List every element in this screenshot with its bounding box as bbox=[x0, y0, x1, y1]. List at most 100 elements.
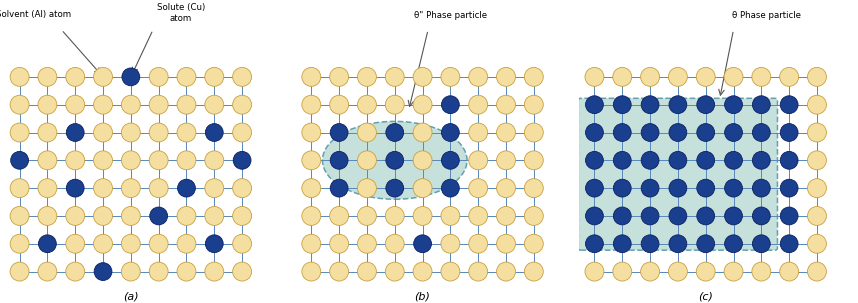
Circle shape bbox=[177, 234, 196, 253]
Circle shape bbox=[807, 123, 826, 142]
Circle shape bbox=[302, 151, 321, 170]
Circle shape bbox=[385, 262, 404, 281]
Circle shape bbox=[524, 262, 543, 281]
Circle shape bbox=[641, 179, 659, 197]
Circle shape bbox=[724, 68, 743, 86]
Circle shape bbox=[177, 206, 196, 225]
Circle shape bbox=[613, 124, 631, 142]
Circle shape bbox=[524, 151, 543, 170]
Circle shape bbox=[177, 151, 196, 170]
Circle shape bbox=[358, 234, 377, 253]
Circle shape bbox=[697, 207, 715, 225]
Circle shape bbox=[233, 95, 251, 114]
Circle shape bbox=[669, 235, 686, 253]
Circle shape bbox=[330, 152, 348, 169]
Circle shape bbox=[329, 234, 348, 253]
Circle shape bbox=[585, 124, 603, 142]
Circle shape bbox=[780, 207, 798, 225]
Circle shape bbox=[330, 124, 348, 142]
Text: Solute (Cu)
atom: Solute (Cu) atom bbox=[157, 3, 205, 23]
Circle shape bbox=[668, 262, 687, 281]
Text: (a): (a) bbox=[123, 291, 139, 301]
Text: θ" Phase particle: θ" Phase particle bbox=[414, 12, 487, 21]
Circle shape bbox=[302, 262, 321, 281]
Circle shape bbox=[752, 179, 770, 197]
Circle shape bbox=[10, 68, 29, 86]
Circle shape bbox=[358, 151, 377, 170]
Circle shape bbox=[94, 206, 112, 225]
Circle shape bbox=[178, 179, 196, 197]
Circle shape bbox=[641, 207, 659, 225]
Circle shape bbox=[497, 206, 516, 225]
Circle shape bbox=[66, 124, 84, 142]
Circle shape bbox=[725, 96, 742, 114]
Circle shape bbox=[585, 152, 603, 169]
Circle shape bbox=[233, 179, 251, 198]
Circle shape bbox=[329, 68, 348, 86]
Circle shape bbox=[358, 95, 377, 114]
Circle shape bbox=[807, 179, 826, 198]
Circle shape bbox=[641, 68, 660, 86]
Circle shape bbox=[413, 68, 432, 86]
Circle shape bbox=[752, 124, 770, 142]
Circle shape bbox=[233, 234, 251, 253]
Circle shape bbox=[497, 151, 516, 170]
Circle shape bbox=[585, 179, 603, 197]
Text: θ Phase particle: θ Phase particle bbox=[733, 12, 801, 21]
Circle shape bbox=[38, 262, 57, 281]
Circle shape bbox=[468, 206, 487, 225]
Circle shape bbox=[807, 262, 826, 281]
Circle shape bbox=[780, 262, 799, 281]
Circle shape bbox=[66, 234, 85, 253]
Circle shape bbox=[413, 206, 432, 225]
Circle shape bbox=[807, 206, 826, 225]
Circle shape bbox=[585, 207, 603, 225]
Circle shape bbox=[302, 234, 321, 253]
Circle shape bbox=[780, 96, 798, 114]
Circle shape bbox=[669, 207, 686, 225]
Circle shape bbox=[94, 95, 112, 114]
Ellipse shape bbox=[323, 122, 467, 199]
Circle shape bbox=[39, 235, 57, 253]
Circle shape bbox=[10, 152, 28, 169]
Circle shape bbox=[468, 95, 487, 114]
Circle shape bbox=[329, 206, 348, 225]
Circle shape bbox=[330, 179, 348, 197]
Circle shape bbox=[697, 179, 715, 197]
Circle shape bbox=[585, 68, 604, 86]
Circle shape bbox=[121, 206, 141, 225]
Circle shape bbox=[121, 95, 141, 114]
Circle shape bbox=[66, 68, 85, 86]
Circle shape bbox=[524, 234, 543, 253]
Circle shape bbox=[233, 123, 251, 142]
Circle shape bbox=[669, 96, 686, 114]
Circle shape bbox=[66, 95, 85, 114]
Circle shape bbox=[441, 68, 460, 86]
Circle shape bbox=[66, 151, 85, 170]
Circle shape bbox=[385, 234, 404, 253]
Circle shape bbox=[358, 206, 377, 225]
Circle shape bbox=[807, 95, 826, 114]
Circle shape bbox=[149, 68, 168, 86]
Circle shape bbox=[66, 262, 85, 281]
Circle shape bbox=[413, 123, 432, 142]
Circle shape bbox=[149, 234, 168, 253]
Circle shape bbox=[10, 95, 29, 114]
Circle shape bbox=[807, 151, 826, 170]
Circle shape bbox=[468, 151, 487, 170]
Circle shape bbox=[121, 151, 141, 170]
Circle shape bbox=[121, 262, 141, 281]
Circle shape bbox=[386, 152, 403, 169]
Circle shape bbox=[177, 123, 196, 142]
Circle shape bbox=[807, 68, 826, 86]
Circle shape bbox=[413, 151, 432, 170]
Circle shape bbox=[613, 207, 631, 225]
Circle shape bbox=[752, 262, 770, 281]
Circle shape bbox=[613, 235, 631, 253]
Circle shape bbox=[441, 234, 460, 253]
Circle shape bbox=[386, 179, 403, 197]
Circle shape bbox=[233, 206, 251, 225]
Circle shape bbox=[780, 179, 798, 197]
Circle shape bbox=[641, 124, 659, 142]
Circle shape bbox=[177, 68, 196, 86]
